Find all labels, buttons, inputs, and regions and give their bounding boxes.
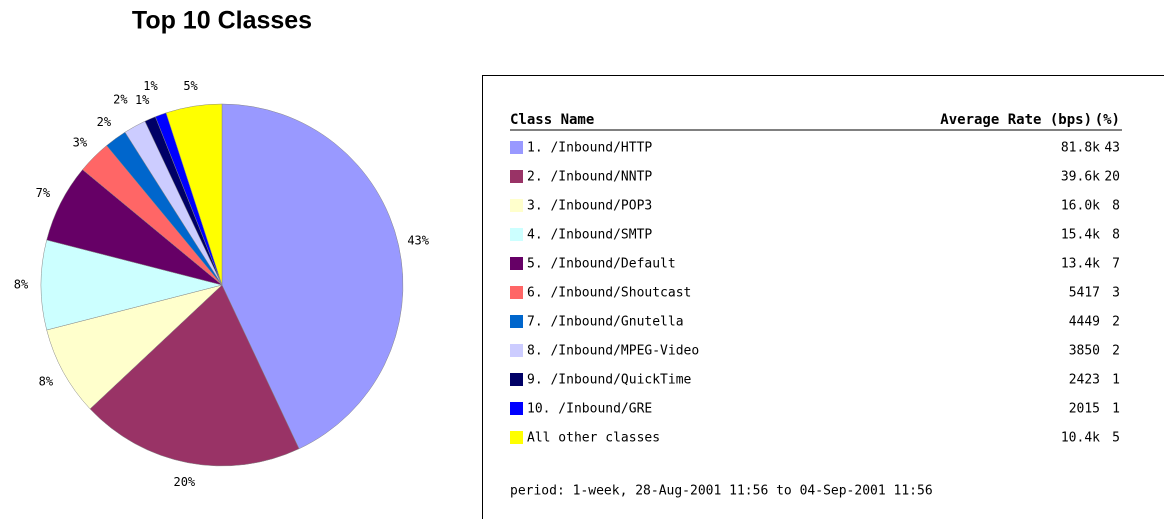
period: period: 1-week, 28-Aug-2001 11:56 to 04-… xyxy=(510,484,933,499)
rate: 4449 xyxy=(1069,315,1100,330)
slice-label: 5% xyxy=(183,79,198,93)
slice-label: 20% xyxy=(173,475,195,489)
percent: 8 xyxy=(1112,199,1120,214)
percent: 7 xyxy=(1112,257,1120,272)
rate: 81.8k xyxy=(1061,141,1100,156)
legend-swatch xyxy=(510,170,523,183)
slice-label: 2% xyxy=(113,93,128,107)
chart-title: Top 10 Classes xyxy=(132,7,312,35)
header: Average Rate (bps) xyxy=(940,112,1092,128)
percent: 2 xyxy=(1112,315,1120,330)
slice-label: 3% xyxy=(73,135,88,149)
header: (%) xyxy=(1095,112,1120,128)
percent: 1 xyxy=(1112,402,1120,417)
rate: 3850 xyxy=(1069,344,1100,359)
legend-swatch xyxy=(510,228,523,241)
pie-slice xyxy=(40,239,223,331)
legend-label: All other classes xyxy=(527,431,660,446)
rate: 39.6k xyxy=(1061,170,1100,185)
percent: 2 xyxy=(1112,344,1120,359)
legend-swatch xyxy=(510,373,523,386)
rate: 15.4k xyxy=(1061,228,1100,243)
legend-swatch xyxy=(510,431,523,444)
legend-label: 6. /Inbound/Shoutcast xyxy=(527,286,691,301)
legend-border xyxy=(482,75,1164,519)
legend-swatch xyxy=(510,402,523,415)
legend-label: 5. /Inbound/Default xyxy=(527,257,676,272)
rate: 10.4k xyxy=(1061,431,1100,446)
rate: 13.4k xyxy=(1061,257,1100,272)
percent: 43 xyxy=(1104,141,1120,156)
legend-swatch xyxy=(510,286,523,299)
legend-swatch xyxy=(510,199,523,212)
slice-label: 1% xyxy=(143,79,158,93)
legend-swatch xyxy=(510,141,523,154)
legend-label: 9. /Inbound/QuickTime xyxy=(527,373,692,388)
rate: 2423 xyxy=(1069,373,1100,388)
legend-swatch xyxy=(510,344,523,357)
legend-label: 3. /Inbound/POP3 xyxy=(527,199,652,214)
header: Class Name xyxy=(510,112,594,128)
slice-label: 7% xyxy=(36,186,51,200)
slice-label: 8% xyxy=(39,374,54,388)
legend-label: 1. /Inbound/HTTP xyxy=(527,141,652,156)
pie-slice xyxy=(165,103,223,286)
pie-slice xyxy=(46,284,223,410)
legend-swatch xyxy=(510,315,523,328)
slice-label: 8% xyxy=(14,278,29,292)
pie-slice xyxy=(221,103,404,450)
legend-label: 4. /Inbound/SMTP xyxy=(527,228,652,243)
percent: 3 xyxy=(1112,286,1120,301)
slice-label: 43% xyxy=(407,234,429,248)
rate: 16.0k xyxy=(1061,199,1100,214)
legend-label: 2. /Inbound/NNTP xyxy=(527,170,652,185)
rate: 5417 xyxy=(1069,286,1100,301)
slice-label: 1% xyxy=(135,93,150,107)
slice-label: 2% xyxy=(97,115,112,129)
legend-label: 8. /Inbound/MPEG-Video xyxy=(527,344,699,359)
pie-slice xyxy=(89,284,300,467)
legend-label: 7. /Inbound/Gnutella xyxy=(527,315,684,330)
percent: 5 xyxy=(1112,431,1120,446)
percent: 20 xyxy=(1104,170,1120,185)
legend-swatch xyxy=(510,257,523,270)
rate: 2015 xyxy=(1069,402,1100,417)
percent: 8 xyxy=(1112,228,1120,243)
percent: 1 xyxy=(1112,373,1120,388)
legend-label: 10. /Inbound/GRE xyxy=(527,402,652,417)
